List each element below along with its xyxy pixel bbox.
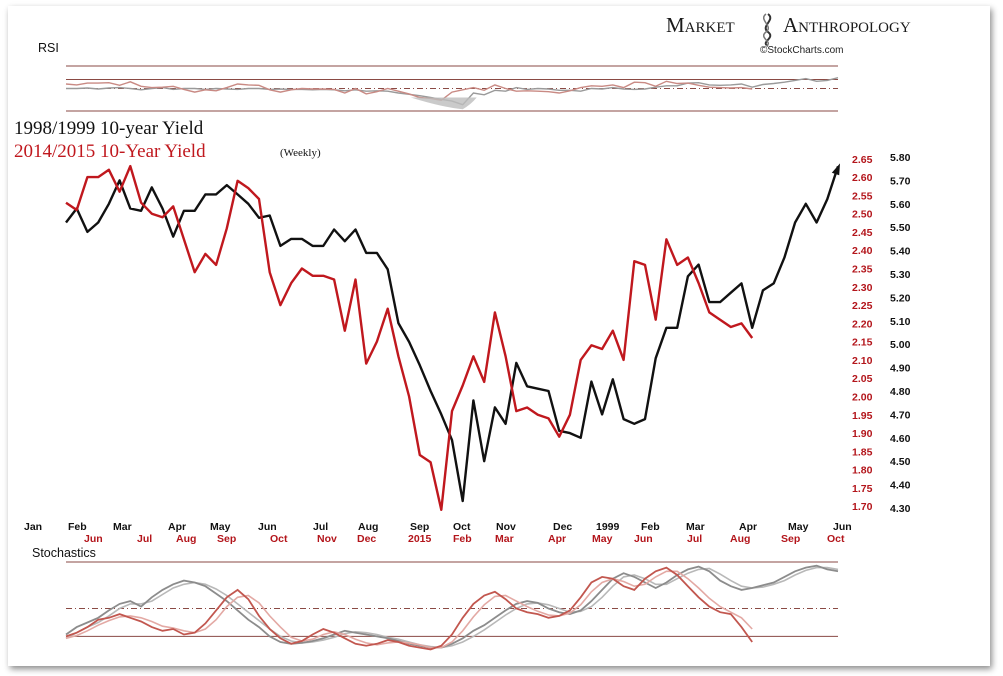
red-y-tick-label: 1.90 [852,428,873,440]
title-red-note: (Weekly) [280,147,321,159]
red-y-tick-label: 1.85 [852,446,873,458]
x-tick-label-black: 1999 [596,521,620,533]
x-tick-label-black: Oct [453,521,471,533]
series-line-black [65,166,840,503]
stockcharts-credit: ©StockCharts.com [760,45,844,56]
x-tick-label-red: Apr [548,533,566,545]
rsi-panel [65,65,839,112]
title-red: 2014/2015 10-Year Yield [14,141,206,162]
x-tick-label-black: Dec [553,521,572,533]
red-y-tick-label: 2.60 [852,172,873,184]
x-tick-label-red: Sep [781,533,800,545]
title-black: 1998/1999 10-year Yield [14,118,204,139]
x-tick-label-red: Feb [453,533,472,545]
x-tick-label-black: Sep [410,521,429,533]
brand-name-right: Anthropology [783,13,911,37]
red-y-tick-label: 1.70 [852,501,873,513]
red-y-tick-label: 2.15 [852,337,873,349]
brand-name-left: Market [666,13,735,37]
chart-frame [8,6,990,666]
x-tick-label-black: Apr [168,521,186,533]
x-tick-label-black: Mar [113,521,132,533]
x-tick-label-black: May [788,521,809,533]
red-y-tick-label: 2.00 [852,392,873,404]
rsi-line-red [65,80,753,101]
black-y-tick-label: 5.50 [890,222,911,234]
stoch-k-line-black [65,564,839,649]
black-y-tick-label: 5.70 [890,175,911,187]
black-y-tick-label: 4.30 [890,503,911,515]
x-tick-label-black: Apr [739,521,757,533]
x-tick-label-black: Feb [641,521,660,533]
red-y-tick-label: 2.05 [852,373,873,385]
red-y-tick-label: 1.95 [852,410,873,422]
x-tick-label-black: Jun [258,521,277,533]
x-axis-black: Jan Feb Mar Apr May Jun Jul Aug Sep Oct Nov Dec 1999… [24,521,852,533]
x-tick-label-red: Jun [634,533,653,545]
x-tick-label-black: Feb [68,521,87,533]
x-tick-label-red: May [592,533,613,545]
x-tick-label-red: Nov [317,533,337,545]
black-y-tick-label: 4.60 [890,433,911,445]
red-y-tick-label: 2.20 [852,318,873,330]
stochastics-label: Stochastics [32,546,96,560]
red-y-tick-label: 2.35 [852,264,873,276]
red-y-tick-label: 1.80 [852,465,873,477]
x-axis-red: Jun Jul Aug Sep Oct Nov Dec 2015 Feb Mar Apr May Jun… [84,533,845,545]
main-plot [65,163,840,511]
x-tick-label-red: Jun [84,533,103,545]
black-y-tick-label: 4.70 [890,409,911,421]
black-y-tick-label: 4.90 [890,363,911,375]
stoch-k-line-red [65,566,753,651]
x-tick-label-black: Aug [358,521,378,533]
x-tick-label-black: Jan [24,521,42,533]
rsi-oversold-shade [410,97,477,110]
black-y-tick-label: 5.10 [890,316,911,328]
red-y-axis: 2.65 2.60 2.55 2.50 2.45 2.40 2.35 2.30 2.25 2.20… [852,154,873,513]
x-tick-label-red: Aug [730,533,750,545]
black-y-tick-label: 4.50 [890,456,911,468]
x-tick-label-red: Dec [357,533,376,545]
x-tick-label-red: Oct [270,533,288,545]
series-line-red [65,164,754,511]
x-tick-label-black: Jun [833,521,852,533]
x-tick-label-black: May [210,521,231,533]
red-y-tick-label: 2.50 [852,209,873,221]
black-y-tick-label: 4.40 [890,480,911,492]
x-tick-label-red: Sep [217,533,236,545]
x-tick-label-black: Mar [686,521,705,533]
black-y-axis: 5.80 5.70 5.60 5.50 5.40 5.30 5.20 5.10 5.00 4.90… [890,152,911,515]
red-y-tick-label: 1.75 [852,483,873,495]
red-y-tick-label: 2.25 [852,300,873,312]
x-tick-label-red: Mar [495,533,514,545]
red-y-tick-label: 2.65 [852,154,873,166]
x-tick-label-red: 2015 [408,533,432,545]
black-y-tick-label: 5.30 [890,269,911,281]
red-y-tick-label: 2.10 [852,355,873,367]
dna-logo-icon [763,13,772,47]
trend-arrow-icon [831,163,840,176]
x-tick-label-black: Nov [496,521,516,533]
black-y-tick-label: 5.80 [890,152,911,164]
black-y-tick-label: 5.40 [890,246,911,258]
red-y-tick-label: 2.55 [852,190,873,202]
black-y-tick-label: 5.60 [890,199,911,211]
stochastics-panel [65,561,839,651]
x-tick-label-black: Jul [313,521,328,533]
black-y-tick-label: 4.80 [890,386,911,398]
red-y-tick-label: 2.40 [852,245,873,257]
black-y-tick-label: 5.00 [890,339,911,351]
red-y-tick-label: 2.45 [852,227,873,239]
red-y-tick-label: 2.30 [852,282,873,294]
x-tick-label-red: Jul [137,533,152,545]
rsi-label: RSI [38,41,59,55]
x-tick-label-red: Oct [827,533,845,545]
x-tick-label-red: Aug [176,533,196,545]
x-tick-label-red: Jul [687,533,702,545]
black-y-tick-label: 5.20 [890,292,911,304]
